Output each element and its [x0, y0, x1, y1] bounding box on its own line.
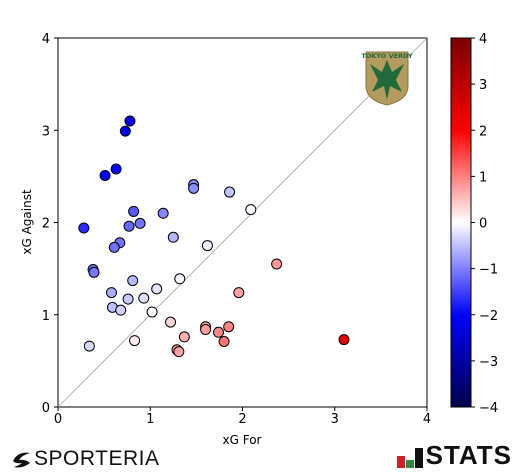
x-tick-label: 4 — [423, 412, 431, 427]
data-point — [106, 287, 118, 299]
colorbar-tick-label: 1 — [479, 170, 487, 185]
y-tick-label: 3 — [42, 124, 50, 139]
colorbar-tick-label: −2 — [479, 309, 498, 324]
stats-logo-text: STATS — [425, 440, 512, 470]
data-point — [188, 182, 200, 194]
x-axis: 0 1 2 3 4 — [54, 407, 431, 427]
y-axis: 0 1 2 3 4 — [42, 32, 58, 416]
data-point — [119, 125, 131, 137]
data-point — [124, 115, 136, 127]
data-point — [115, 304, 127, 316]
data-point — [200, 324, 212, 336]
data-point — [128, 205, 140, 217]
data-point — [174, 273, 186, 285]
x-tick-label: 3 — [331, 412, 339, 427]
data-point — [78, 222, 90, 234]
sporteria-logo: SPORTERIA — [10, 447, 159, 471]
x-tick-label: 1 — [146, 412, 154, 427]
colorbar-tick-label: 4 — [479, 32, 487, 47]
team-crest: TOKYO VERDY — [361, 51, 413, 106]
team-crest-text: TOKYO VERDY — [361, 52, 413, 60]
y-tick-label: 1 — [42, 309, 50, 324]
eagle-icon — [370, 60, 404, 100]
data-point — [157, 207, 169, 219]
data-point — [88, 266, 100, 278]
stats-logo: STATS — [396, 440, 512, 471]
points-layer — [78, 115, 350, 358]
data-point — [178, 331, 190, 343]
data-point — [138, 292, 150, 304]
y-axis-label: xG Against — [20, 189, 34, 255]
data-point — [165, 316, 177, 328]
data-point — [151, 283, 163, 295]
diagonal-reference-line — [57, 37, 428, 408]
data-point — [127, 275, 139, 287]
sporteria-swoosh-icon — [13, 452, 30, 468]
data-point — [338, 334, 350, 346]
data-point — [218, 336, 230, 348]
x-tick-label: 2 — [238, 412, 246, 427]
colorbar-tick-label: −1 — [479, 263, 498, 278]
data-point — [134, 217, 146, 229]
data-point — [110, 163, 122, 175]
data-point — [129, 335, 141, 347]
colorbar-gradient — [450, 37, 472, 408]
x-tick-label: 0 — [54, 412, 62, 427]
data-point — [233, 287, 245, 299]
data-point — [245, 204, 257, 216]
colorbar-tick-label: 2 — [479, 124, 487, 139]
y-tick-label: 2 — [42, 217, 50, 232]
data-point — [108, 241, 120, 253]
data-point — [223, 321, 235, 333]
sporteria-logo-text: SPORTERIA — [34, 447, 160, 470]
data-point — [271, 258, 283, 270]
data-point — [224, 186, 236, 198]
data-point — [213, 326, 225, 338]
colorbar-tick-label: 0 — [479, 217, 487, 232]
data-point — [201, 240, 213, 252]
colorbar-tick-label: −3 — [479, 355, 498, 370]
data-point — [123, 220, 135, 232]
colorbar-ticks: 4 3 2 1 0 −1 −2 −3 −4 — [471, 32, 498, 416]
y-tick-label: 0 — [42, 401, 50, 416]
stats-bars-icon — [396, 447, 423, 468]
data-point — [146, 306, 158, 318]
colorbar-tick-label: −4 — [479, 401, 498, 416]
colorbar-tick-label: 3 — [479, 78, 487, 93]
plot-area — [57, 37, 428, 408]
data-point — [83, 340, 95, 352]
data-point — [173, 346, 185, 358]
data-point — [99, 169, 111, 181]
x-axis-label: xG For — [223, 433, 262, 447]
y-tick-label: 4 — [42, 32, 50, 47]
data-point — [122, 293, 134, 305]
colorbar: 4 3 2 1 0 −1 −2 −3 −4 — [450, 32, 498, 416]
data-point — [167, 231, 179, 243]
